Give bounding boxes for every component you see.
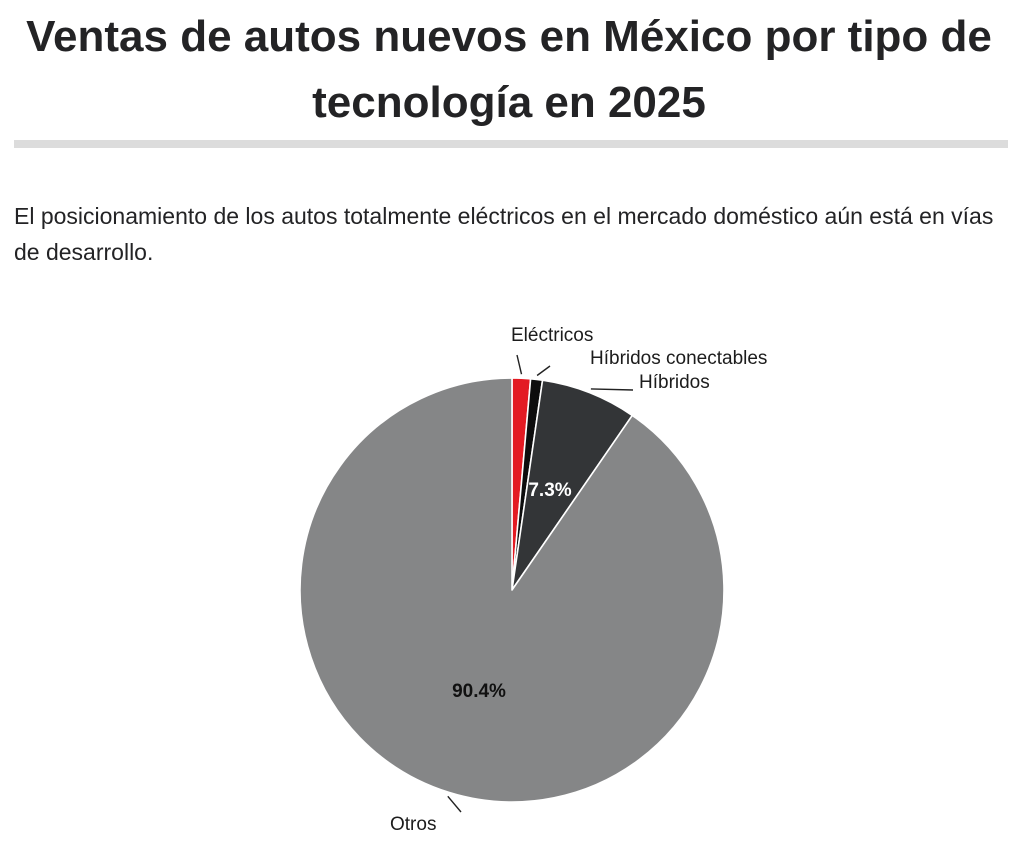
title-divider: [14, 140, 1008, 148]
chart-title: Ventas de autos nuevos en México por tip…: [26, 12, 992, 127]
leader-line-hibridos: [590, 388, 634, 391]
leader-line-otros: [447, 795, 462, 813]
slice-label-hibridos: Híbridos: [639, 372, 710, 393]
slice-value-otros: 90.4%: [452, 681, 506, 702]
leader-line-hibridos-conectables: [536, 365, 551, 377]
slice-label-otros: Otros: [390, 814, 436, 835]
slice-label-hibridos-conectables: Híbridos conectables: [590, 348, 767, 369]
pie-slices: [299, 377, 725, 803]
slice-label-electricos: Eléctricos: [511, 325, 593, 346]
pie-slice-otros: [299, 377, 725, 803]
slice-value-hibridos: 7.3%: [528, 480, 571, 501]
chart-subtitle: El posicionamiento de los autos totalmen…: [14, 203, 994, 265]
leader-lines: [447, 354, 634, 813]
pie-slice-hibridos: [511, 379, 634, 591]
leader-line-electricos: [516, 354, 523, 375]
